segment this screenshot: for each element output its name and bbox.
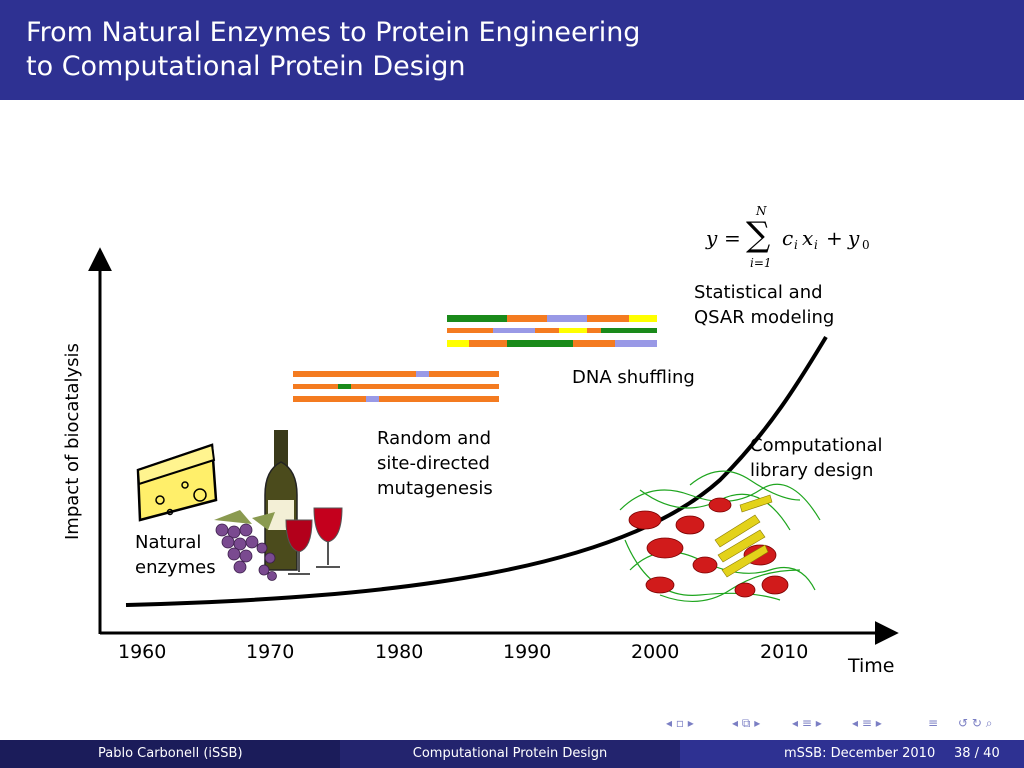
formula-y: y — [706, 226, 718, 250]
footer-talk-title: Computational Protein Design — [340, 740, 680, 768]
diagram-canvas — [88, 247, 899, 645]
dna-shuffling-sequences — [447, 315, 657, 347]
slide-footer: Pablo Carbonell (iSSB) Computational Pro… — [0, 740, 1024, 768]
y-axis-label: Impact of biocatalysis — [62, 343, 83, 540]
slide-header: From Natural Enzymes to Protein Engineer… — [0, 0, 1024, 100]
library-line-2: library design — [750, 460, 874, 481]
mutagenesis-line-3: mutagenesis — [377, 478, 493, 499]
label-computational-library: Computational library design — [750, 433, 883, 483]
label-dna-shuffling: DNA shuffling — [572, 365, 695, 390]
x-tick-2010: 2010 — [760, 641, 809, 663]
cheese-icon — [136, 443, 218, 522]
label-qsar-modeling: Statistical and QSAR modeling — [694, 280, 834, 330]
formula-x-subscript: i — [814, 238, 818, 252]
qsar-line-2: QSAR modeling — [694, 307, 835, 328]
nav-appendix-icon[interactable]: ≡ — [928, 716, 939, 730]
qsar-formula: y = N ∑ i=1 c i x i + y 0 — [700, 204, 890, 274]
formula-x: x — [802, 226, 814, 250]
x-tick-1990: 1990 — [503, 641, 552, 663]
x-tick-1960: 1960 — [118, 641, 167, 663]
formula-lower-limit: i=1 — [750, 256, 772, 270]
formula-equals: = — [724, 226, 741, 250]
title-line-1: From Natural Enzymes to Protein Engineer… — [26, 17, 641, 48]
formula-upper-limit: N — [756, 204, 767, 218]
title-line-2: to Computational Protein Design — [26, 51, 466, 82]
formula-y0-subscript: 0 — [862, 238, 870, 252]
protein-structure-icon — [619, 470, 821, 603]
footer-page-number: 38 / 40 — [954, 746, 1000, 761]
formula-plus: + — [826, 226, 843, 250]
footer-author: Pablo Carbonell (iSSB) — [0, 740, 340, 768]
beamer-navigation: ◂ ▫ ▸ ◂ ⧉ ▸ ◂ ≡ ▸ ◂ ≡ ▸ ≡ ↺ ↻ ⌕ — [660, 716, 1020, 736]
formula-y0: y — [848, 226, 860, 250]
x-axis-label: Time — [848, 655, 895, 677]
nav-prev-frame-icon[interactable]: ◂ ▫ ▸ — [666, 716, 694, 730]
x-tick-2000: 2000 — [631, 641, 680, 663]
mutagenesis-line-2: site-directed — [377, 453, 490, 474]
timeline-diagram: Natural enzymes Random and site-directed… — [0, 100, 1024, 740]
x-tick-1980: 1980 — [375, 641, 424, 663]
nav-subsection-icon[interactable]: ◂ ⧉ ▸ — [732, 716, 761, 730]
natural-line-1: Natural — [135, 532, 202, 553]
footer-event: mSSB: December 2010 — [784, 746, 936, 761]
mutagenesis-sequences — [293, 371, 499, 402]
label-mutagenesis: Random and site-directed mutagenesis — [377, 426, 493, 501]
natural-line-2: enzymes — [135, 557, 216, 578]
qsar-line-1: Statistical and — [694, 282, 823, 303]
formula-c-subscript: i — [794, 238, 798, 252]
footer-right: mSSB: December 2010 38 / 40 — [680, 740, 1024, 768]
formula-sigma: ∑ — [746, 215, 771, 255]
nav-section-icon[interactable]: ◂ ≡ ▸ — [792, 716, 822, 730]
shuffling-line-1: DNA shuffling — [572, 367, 695, 388]
wine-and-grapes-icon — [214, 430, 343, 581]
library-line-1: Computational — [750, 435, 883, 456]
mutagenesis-line-1: Random and — [377, 428, 492, 449]
formula-c: c — [782, 226, 794, 250]
label-natural-enzymes: Natural enzymes — [135, 530, 216, 580]
x-tick-1970: 1970 — [246, 641, 295, 663]
nav-slide-icon[interactable]: ◂ ≡ ▸ — [852, 716, 882, 730]
nav-search-icon[interactable]: ↺ ↻ ⌕ — [958, 716, 993, 730]
